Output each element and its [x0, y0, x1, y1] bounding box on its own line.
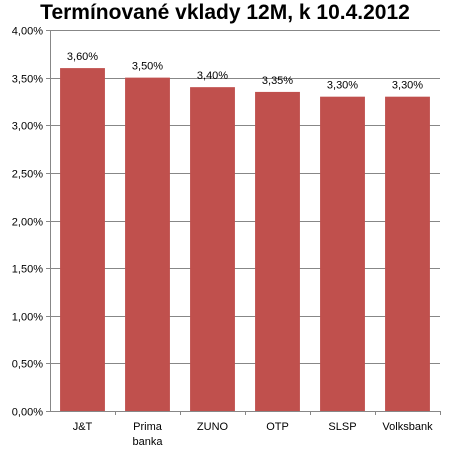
data-labels: 3,60% 3,50% 3,40% 3,35% 3,30% 3,30%	[67, 51, 423, 92]
bars	[60, 68, 430, 412]
y-tick-label: 0,50%	[12, 359, 43, 371]
y-tick-label: 2,50%	[12, 169, 43, 181]
data-label: 3,35%	[262, 75, 293, 87]
chart-title: Termínované vklady 12M, k 10.4.2012	[40, 1, 410, 24]
y-tick-label: 1,00%	[12, 312, 43, 324]
x-tick-label: Volksbank	[382, 421, 433, 433]
x-tick-label: ZUNO	[197, 421, 229, 433]
bar	[60, 68, 105, 411]
y-tick-label: 1,50%	[12, 264, 43, 276]
bar	[320, 96, 365, 412]
y-tick-label: 3,50%	[12, 74, 43, 86]
data-label: 3,30%	[327, 80, 358, 92]
data-label: 3,40%	[197, 70, 228, 82]
bar	[125, 77, 170, 411]
x-tick-label: SLSP	[328, 421, 356, 433]
grid-lines	[50, 30, 440, 364]
data-label: 3,50%	[132, 61, 163, 73]
data-label: 3,60%	[67, 51, 98, 63]
data-label: 3,30%	[392, 80, 423, 92]
y-tick-label: 2,00%	[12, 217, 43, 229]
y-tick-label: 3,00%	[12, 121, 43, 133]
x-tick-label: Prima banka	[133, 421, 164, 448]
axes	[46, 30, 441, 415]
y-tick-label: 4,00%	[12, 26, 43, 38]
y-axis-tick-labels: 0,00% 0,50% 1,00% 1,50% 2,00% 2,50% 3,00% 3,50%…	[12, 26, 43, 419]
bar	[190, 87, 235, 412]
x-axis-tick-labels: J&T Prima banka ZUNO OTP SLSP Volksbank	[73, 421, 433, 448]
y-tick-label: 0,00%	[12, 407, 43, 419]
x-tick-label: J&T	[73, 421, 93, 433]
bar	[255, 91, 300, 411]
bar	[385, 96, 430, 412]
x-tick-label: OTP	[266, 421, 289, 433]
